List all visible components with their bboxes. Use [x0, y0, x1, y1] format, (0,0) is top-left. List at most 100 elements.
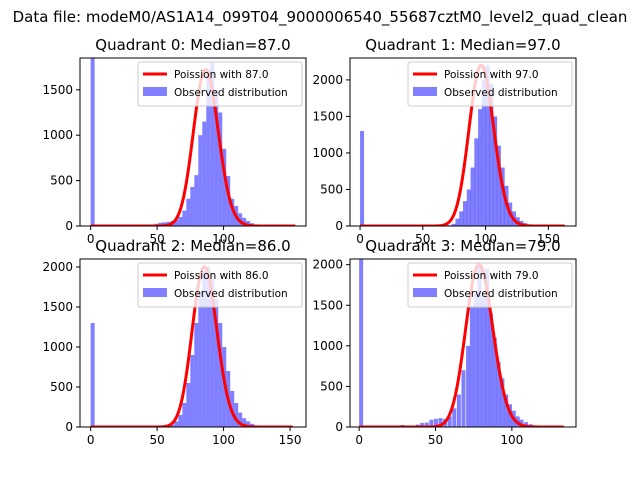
histogram-bar [519, 419, 524, 427]
histogram-bar [461, 370, 466, 427]
y-tick-label: 1000 [312, 146, 343, 160]
legend-observed-label: Observed distribution [444, 288, 558, 300]
legend-box [407, 262, 573, 308]
x-tick-label: 150 [279, 433, 302, 447]
histogram-bar [238, 412, 243, 427]
legend-patch-icon [413, 288, 437, 297]
histogram-bar [202, 121, 207, 226]
histogram-bar [496, 145, 501, 226]
axes-frame [79, 57, 307, 227]
x-tick-label: 0 [356, 232, 364, 246]
histogram-bar [524, 422, 529, 427]
histogram-bar [210, 279, 215, 427]
histogram-bar [158, 222, 163, 226]
histogram-bar [470, 167, 475, 226]
x-tick-label: 50 [415, 232, 430, 246]
x-tick-label: 100 [212, 433, 235, 447]
y-tick-label: 1500 [42, 83, 73, 97]
histogram-bar [190, 186, 195, 226]
histogram-bar [214, 89, 219, 226]
x-tick-label: 50 [428, 433, 443, 447]
histogram-bar [202, 271, 207, 427]
legend-observed-label: Observed distribution [174, 288, 288, 300]
y-tick-label: 1500 [312, 298, 343, 312]
x-tick-label: 0 [87, 433, 95, 447]
legend-poisson-label: Poission with 87.0 [174, 69, 269, 81]
legend: Poission with 86.0 Observed distribution [137, 262, 303, 308]
legend: Poission with 79.0 Observed distribution [407, 262, 573, 308]
histogram-bar [90, 323, 95, 427]
legend-patch-icon [413, 87, 437, 96]
y-tick-label: 2000 [312, 73, 343, 87]
legend-box [137, 61, 303, 107]
histogram-bar [359, 259, 364, 427]
histogram-bar [469, 305, 474, 427]
histogram-bar [198, 291, 203, 427]
x-tick-label: 0 [355, 433, 363, 447]
histogram-bar [473, 293, 478, 427]
y-tick-label: 1000 [312, 339, 343, 353]
histogram-bar [492, 337, 497, 427]
histogram-bar [481, 297, 486, 427]
y-tick-label: 500 [50, 380, 73, 394]
histogram-bar [474, 138, 479, 226]
histogram-bar [174, 421, 179, 427]
histogram-bar [504, 394, 509, 427]
histogram-bar [447, 416, 452, 427]
y-tick-label: 2000 [312, 258, 343, 272]
histogram-bar [496, 362, 501, 427]
legend-box [137, 262, 303, 308]
histogram-bar [194, 175, 199, 226]
legend: Poission with 97.0 Observed distribution [407, 61, 573, 107]
histogram-bar [226, 176, 231, 226]
histogram-bar [478, 109, 483, 226]
histogram-bar [489, 83, 494, 226]
histogram-bar [456, 394, 461, 427]
plot-area [359, 63, 565, 226]
y-tick-label: 1000 [42, 128, 73, 142]
x-tick-label: 50 [149, 433, 164, 447]
histogram-bar [485, 65, 490, 226]
axes-frame [79, 258, 307, 428]
histogram-bar [488, 313, 493, 427]
y-tick-label: 0 [335, 420, 343, 434]
legend-patch-icon [143, 288, 167, 297]
histogram-bar [162, 222, 167, 226]
legend: Poission with 87.0 Observed distribution [137, 61, 303, 107]
histogram-bar [178, 415, 183, 427]
panel-title: Quadrant 1: Median=97.0 [365, 36, 560, 54]
histogram-bar [186, 198, 191, 226]
histogram-bar [218, 112, 223, 226]
axes-frame [349, 258, 577, 428]
x-tick-label: 0 [87, 232, 95, 246]
histogram-bar [206, 267, 211, 427]
histogram-bar [170, 424, 175, 427]
panel-title: Quadrant 3: Median=79.0 [365, 237, 560, 255]
histogram-bar [459, 211, 464, 226]
histogram-bar [230, 198, 235, 226]
histogram-bar [242, 418, 247, 427]
histogram-bar [485, 268, 490, 427]
histogram-bar [500, 378, 505, 427]
histogram-bar [477, 264, 482, 427]
histogram-bar [452, 408, 457, 427]
y-tick-label: 0 [335, 219, 343, 233]
legend-patch-icon [143, 87, 167, 96]
y-tick-label: 0 [65, 420, 73, 434]
histogram-bar [90, 58, 95, 226]
histogram-bar [500, 167, 505, 226]
legend-poisson-label: Poission with 97.0 [444, 69, 539, 81]
histogram-bar [360, 131, 365, 226]
histogram-bar [186, 383, 191, 427]
histogram-bar [455, 218, 460, 226]
histogram-bar [246, 421, 251, 427]
histogram-bar [424, 422, 429, 427]
x-tick-label: 100 [212, 232, 235, 246]
histogram-bar [182, 403, 187, 427]
histogram-bar [420, 422, 425, 427]
histogram-bar [214, 299, 219, 427]
histogram-bar [178, 216, 183, 226]
y-tick-label: 2000 [42, 260, 73, 274]
panel-quadrant-0: Quadrant 0: Median=87.00 50 10005001000150… [42, 36, 307, 246]
